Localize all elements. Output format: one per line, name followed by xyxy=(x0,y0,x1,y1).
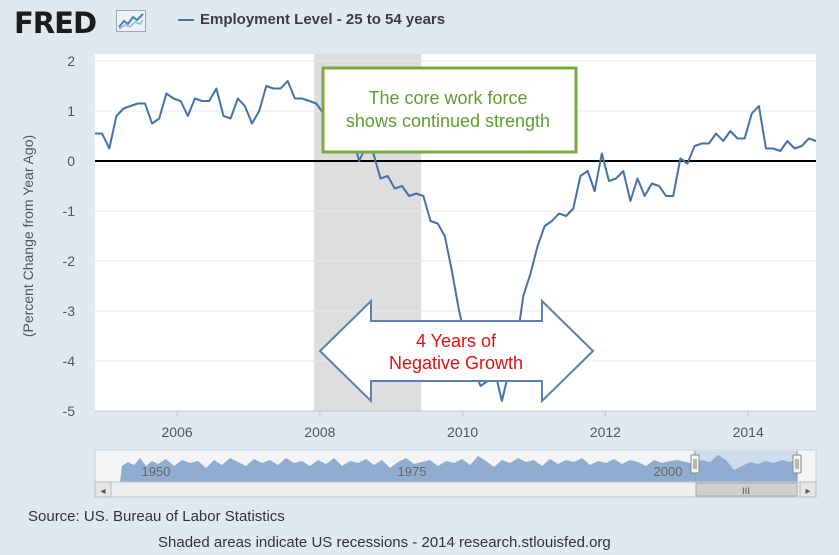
y-tick-label: -4 xyxy=(63,353,76,369)
scrollbar: ◂ III ▸ xyxy=(94,481,817,498)
y-tick-label: -2 xyxy=(63,253,76,269)
navigator-label-1975: 1975 xyxy=(398,464,427,479)
navigator: 1950 1975 2000 xyxy=(94,449,817,483)
y-tick-label: -3 xyxy=(63,303,76,319)
navigator-handle-right[interactable] xyxy=(792,454,802,474)
legend-swatch xyxy=(178,19,194,22)
series-line xyxy=(95,80,817,402)
navigator-selection[interactable] xyxy=(694,451,798,481)
strength-line-2: shows continued strength xyxy=(346,111,550,131)
recession-note: Shaded areas indicate US recessions - 20… xyxy=(158,534,611,551)
x-tick-label: 2012 xyxy=(590,424,621,440)
navigator-handle-left[interactable] xyxy=(690,454,700,474)
y-tick-label: -1 xyxy=(63,203,76,219)
navigator-label-1950: 1950 xyxy=(142,464,171,479)
double-arrow-shape xyxy=(318,298,595,404)
chart-legend: Employment Level - 25 to 54 years xyxy=(178,11,445,28)
navigator-series-area xyxy=(120,455,797,482)
strength-annotation: The core work force shows continued stre… xyxy=(321,66,578,154)
fred-logo: FRED xyxy=(14,6,97,40)
y-tick-label: 0 xyxy=(67,153,75,169)
negative-growth-annotation: 4 Years of Negative Growth xyxy=(318,298,595,404)
strength-line-1: The core work force xyxy=(368,88,527,108)
scroll-thumb[interactable] xyxy=(695,482,798,497)
x-tick-label: 2010 xyxy=(447,424,478,440)
x-tick-label: 2006 xyxy=(162,424,193,440)
y-tick-label: 2 xyxy=(67,53,75,69)
chart: 2 1 0 -1 -2 -3 -4 -5 2006 2008 2010 2012 2014 (Perc… xyxy=(20,53,817,498)
y-axis-label: (Percent Change from Year Ago) xyxy=(20,135,36,337)
y-tick-label: -5 xyxy=(63,403,76,419)
trend-logo-icon xyxy=(116,10,146,32)
scroll-right-button[interactable] xyxy=(799,481,817,498)
navigator-label-2000: 2000 xyxy=(654,464,683,479)
chart-header: FRED Employment Level - 25 to 54 years xyxy=(0,0,839,44)
scroll-grip-icon: III xyxy=(742,487,750,497)
scroll-left-button[interactable] xyxy=(94,481,112,498)
source-note: Source: US. Bureau of Labor Statistics xyxy=(28,508,285,525)
negative-line-2: Negative Growth xyxy=(389,353,523,373)
scroll-left-arrow-icon: ◂ xyxy=(100,486,105,497)
x-tick-label: 2014 xyxy=(733,424,764,440)
negative-line-1: 4 Years of xyxy=(416,331,497,351)
legend-label: Employment Level - 25 to 54 years xyxy=(200,11,446,28)
scroll-right-arrow-icon: ▸ xyxy=(805,486,810,497)
strength-box xyxy=(321,66,578,154)
x-tick-label: 2008 xyxy=(304,424,335,440)
y-tick-label: 1 xyxy=(67,103,75,119)
